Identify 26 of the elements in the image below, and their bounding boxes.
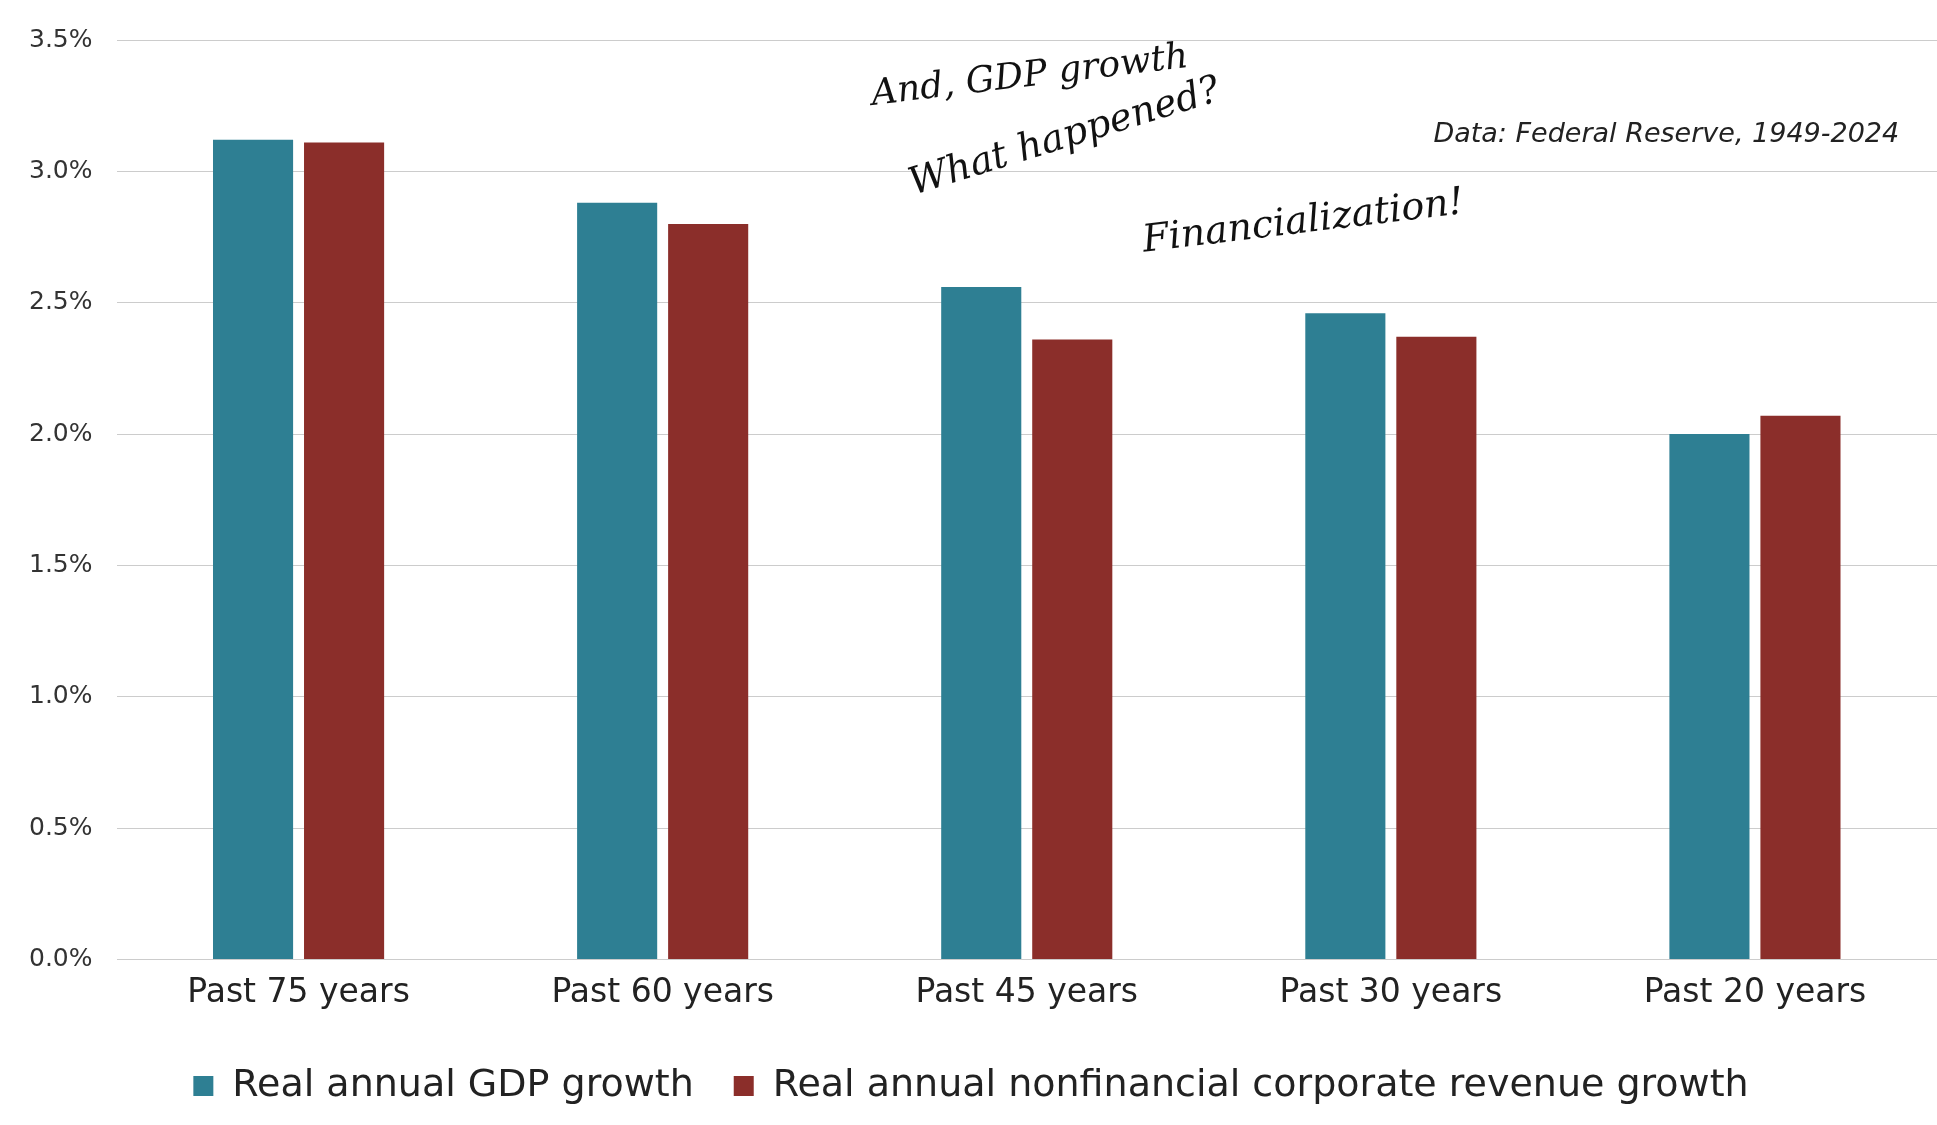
bar bbox=[304, 142, 385, 959]
x-tick-label: Past 45 years bbox=[915, 970, 1139, 1010]
y-tick-label: 2.0% bbox=[29, 417, 93, 447]
x-tick-label: Past 60 years bbox=[551, 970, 774, 1010]
y-tick-label: 1.0% bbox=[29, 680, 93, 710]
bar bbox=[668, 223, 749, 959]
bar bbox=[1669, 434, 1750, 959]
y-tick-label: 3.5% bbox=[29, 23, 93, 53]
annotation: Data: Federal Reserve, 1949-2024 bbox=[1433, 117, 1900, 149]
y-tick-label: 0.5% bbox=[29, 811, 93, 841]
bar bbox=[1760, 415, 1841, 959]
y-tick-label: 0.0% bbox=[29, 942, 93, 972]
legend-label: Real annual GDP growth bbox=[232, 1060, 694, 1105]
x-tick-label: Past 30 years bbox=[1279, 970, 1503, 1010]
legend-label: Real annual nonfinancial corporate revenue growth bbox=[772, 1060, 1749, 1105]
y-tick-label: 2.5% bbox=[29, 286, 93, 316]
bar bbox=[213, 139, 294, 959]
bar bbox=[1305, 313, 1386, 959]
y-tick-label: 1.5% bbox=[29, 548, 93, 578]
bar bbox=[1396, 336, 1477, 959]
bar bbox=[941, 286, 1022, 959]
y-tick-label: 3.0% bbox=[29, 154, 93, 184]
x-tick-label: Past 20 years bbox=[1643, 970, 1867, 1010]
x-tick-label: Past 75 years bbox=[187, 970, 410, 1010]
bar bbox=[1032, 339, 1113, 959]
bar bbox=[577, 202, 658, 959]
